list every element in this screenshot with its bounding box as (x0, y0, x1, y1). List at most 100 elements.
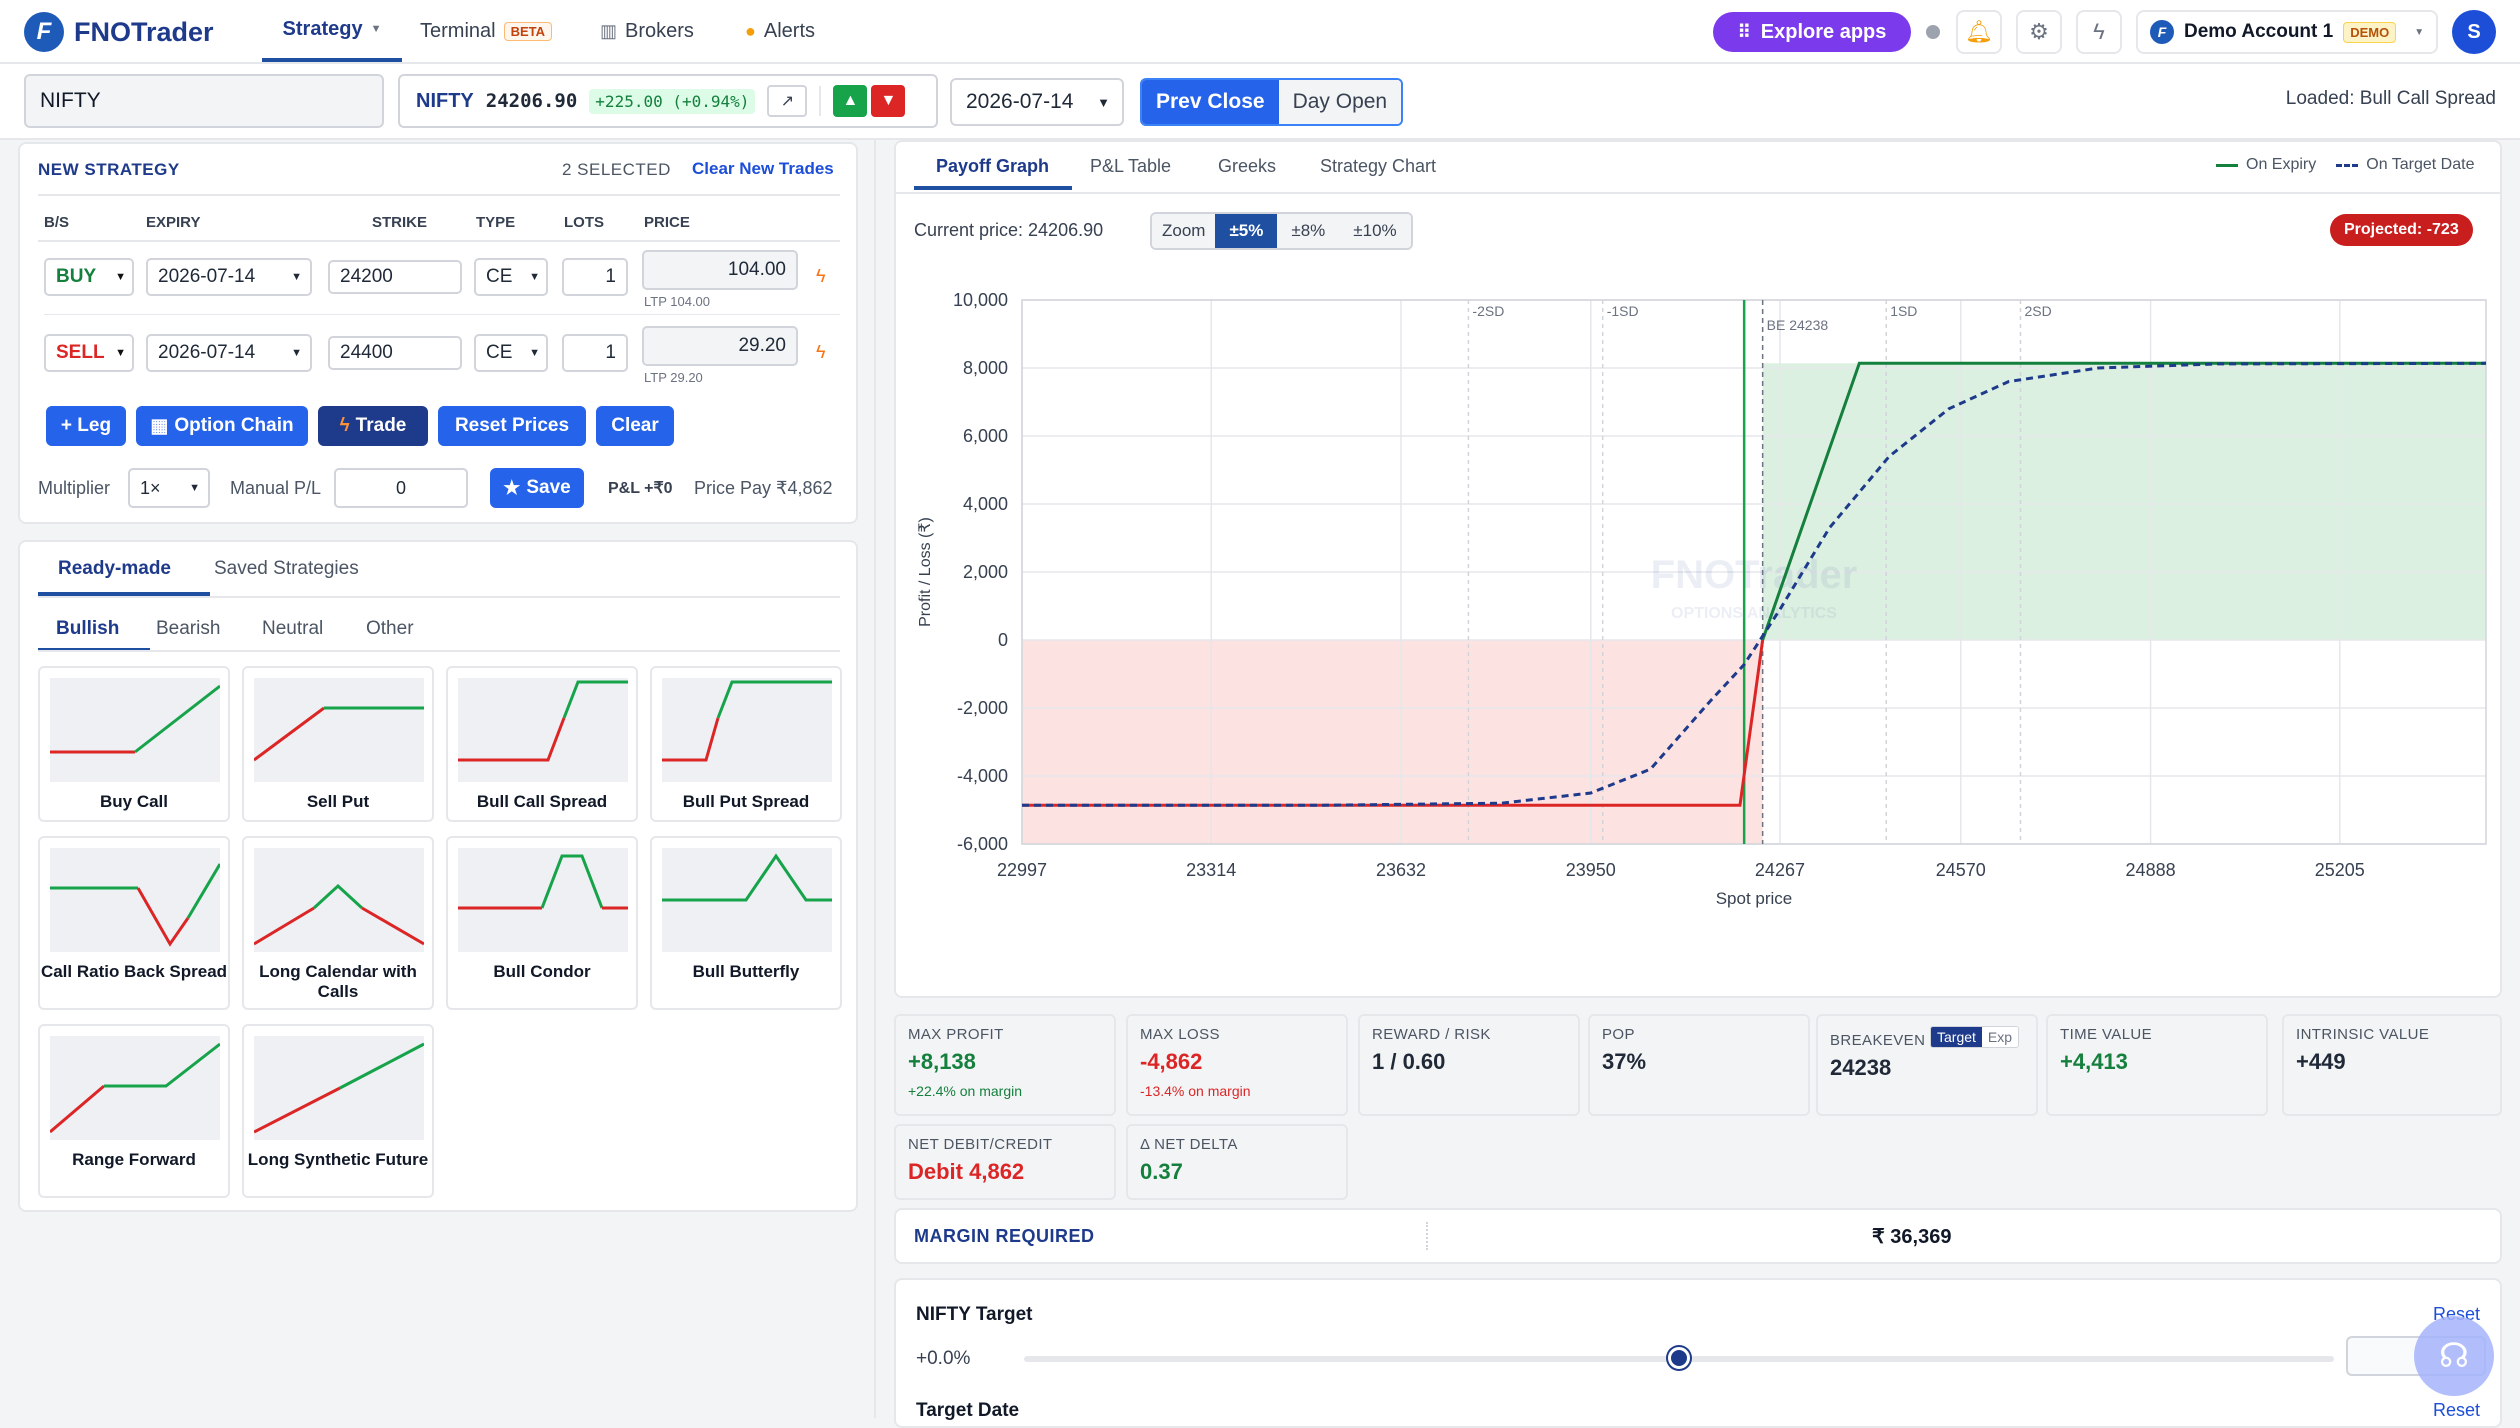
toggle-exp-button[interactable]: Exp (1981, 1027, 2019, 1047)
strategy-card-buy-call[interactable]: Buy Call (38, 666, 230, 822)
leg-price-input[interactable]: 29.20 (642, 326, 798, 366)
panel-splitter[interactable] (874, 140, 876, 1418)
explore-apps-button[interactable]: ⠿ Explore apps (1713, 12, 1911, 52)
nav-alerts[interactable]: ● Alerts (745, 0, 815, 62)
multiplier-select[interactable]: 1× ▼ (128, 468, 210, 508)
add-leg-button[interactable]: + Leg (46, 406, 126, 446)
tab-strategy-chart[interactable]: Strategy Chart (1320, 156, 1437, 176)
payoff-chart[interactable]: 10,000 8,000 6,000 4,000 2,000 0 -2,000 -4,000 -… (896, 252, 2496, 998)
target-date-reset-link[interactable]: Reset (2432, 1400, 2480, 1420)
metric-subtext: -13.4% on margin (1140, 1083, 1251, 1099)
payoff-thumbnail-icon (254, 678, 424, 782)
subtab-bearish[interactable]: Bearish (156, 618, 221, 639)
leg-price-input[interactable]: 104.00 (642, 250, 798, 290)
metric-subtext: +22.4% on margin (908, 1083, 1023, 1099)
down-arrow-icon[interactable]: ▼ (871, 85, 906, 117)
zoom-5-button[interactable]: ±5% (1215, 214, 1278, 248)
leg-type-value: CE (486, 342, 513, 363)
x-tick-label: 22997 (997, 860, 1047, 880)
metric-card: TIME VALUE +4,413 (2046, 1014, 2268, 1116)
leg-expiry-select[interactable]: 2026-07-14 ▼ (146, 258, 312, 296)
strategy-card-bull-call-spread[interactable]: Bull Call Spread (446, 666, 638, 822)
leg-strike-input[interactable]: 24400 (328, 336, 462, 370)
grid-icon: ⠿ (1737, 21, 1751, 42)
strategy-card-sell-put[interactable]: Sell Put (242, 666, 434, 822)
divider (819, 86, 822, 116)
zoom-control: Zoom ±5% ±8% ±10% (1150, 212, 1413, 250)
lightning-icon[interactable]: ϟ (816, 342, 826, 362)
nav-terminal[interactable]: Terminal BETA (420, 0, 553, 62)
manual-pl-input[interactable]: 0 (334, 468, 468, 508)
strategy-card-bull-condor[interactable]: Bull Condor (446, 836, 638, 1010)
lightning-icon[interactable]: ϟ (2076, 10, 2122, 54)
x-tick-label: 23314 (1186, 860, 1236, 880)
leg-lots-input[interactable]: 1 (562, 258, 628, 296)
chart-line-icon[interactable]: ↗ (767, 85, 808, 117)
symbol-search-input[interactable]: NIFTY (24, 74, 384, 128)
reset-prices-button[interactable]: Reset Prices (438, 406, 586, 446)
leg-type-select[interactable]: CE ▼ (474, 258, 548, 296)
multiplier-value: 1× (140, 477, 161, 498)
payoff-thumbnail-icon (662, 848, 832, 952)
legend: On Expiry On Target Date (2216, 156, 2474, 174)
clear-button[interactable]: Clear (596, 406, 674, 446)
subtab-other[interactable]: Other (366, 618, 414, 639)
active-tab-indicator (38, 592, 210, 596)
active-tab-indicator (914, 186, 1072, 190)
strategy-card-bull-butterfly[interactable]: Bull Butterfly (650, 836, 842, 1010)
expiry-select[interactable]: 2026-07-14 ▼ (950, 78, 1124, 126)
divider (896, 192, 2500, 194)
metric-title: BREAKEVEN (1830, 1032, 1926, 1049)
toggle-target-button[interactable]: Target (1931, 1027, 1982, 1047)
payoff-thumbnail-icon (254, 848, 424, 952)
target-slider-thumb[interactable] (1668, 1347, 1690, 1369)
notification-bell-icon[interactable]: 🔔︎ (1956, 10, 2002, 54)
y-tick-label: 0 (998, 630, 1008, 650)
payoff-thumbnail-icon (254, 1036, 424, 1140)
card-label: Bull Condor (493, 962, 591, 981)
sd-label: 2SD (2024, 303, 2051, 319)
subtab-bullish[interactable]: Bullish (56, 618, 120, 639)
nav-brokers[interactable]: ▥ Brokers (600, 0, 694, 62)
leg-lots-input[interactable]: 1 (562, 334, 628, 372)
avatar[interactable]: S (2452, 10, 2496, 54)
lightning-icon[interactable]: ϟ (816, 266, 826, 286)
trade-button[interactable]: ϟ Trade (318, 406, 428, 446)
save-button[interactable]: ★ Save (490, 468, 584, 508)
chevron-down-icon: ▼ (1097, 94, 1110, 110)
tab-pl-table[interactable]: P&L Table (1090, 156, 1172, 176)
app-logo[interactable]: F FNOTrader (24, 12, 214, 52)
nav-strategy[interactable]: Strategy ▼ (262, 0, 402, 62)
settings-gear-icon[interactable]: ⚙ (2016, 10, 2062, 54)
app-name: FNOTrader (74, 16, 214, 47)
zoom-8-button[interactable]: ±8% (1277, 214, 1340, 248)
quote-price: 24206.90 (485, 90, 578, 112)
x-tick-label: 24888 (2126, 860, 2176, 880)
tab-payoff-graph[interactable]: Payoff Graph (936, 156, 1050, 176)
up-arrow-icon[interactable]: ▲ (833, 85, 868, 117)
strategy-card-long-synthetic-future[interactable]: Long Synthetic Future (242, 1024, 434, 1198)
leg-side-select[interactable]: BUY ▼ (44, 258, 134, 296)
support-headset-icon[interactable]: ☊ (2414, 1316, 2494, 1396)
col-type: TYPE (476, 214, 516, 231)
strategy-card-range-forward[interactable]: Range Forward (38, 1024, 230, 1198)
day-open-button[interactable]: Day Open (1278, 80, 1402, 124)
strategy-card-bull-put-spread[interactable]: Bull Put Spread (650, 666, 842, 822)
tab-saved-strategies[interactable]: Saved Strategies (214, 558, 359, 579)
subtab-neutral[interactable]: Neutral (262, 618, 324, 639)
nav-strategy-label: Strategy (282, 17, 363, 40)
account-selector[interactable]: F Demo Account 1 DEMO ▼ (2136, 10, 2438, 54)
option-chain-button[interactable]: ▦ Option Chain (136, 406, 308, 446)
leg-side-select[interactable]: SELL ▼ (44, 334, 134, 372)
metric-value: +449 (2296, 1049, 2346, 1074)
leg-type-select[interactable]: CE ▼ (474, 334, 548, 372)
leg-strike-input[interactable]: 24200 (328, 260, 462, 294)
clear-new-trades-link[interactable]: Clear New Trades (692, 159, 834, 178)
strategy-card-call-ratio-back-spread[interactable]: Call Ratio Back Spread (38, 836, 230, 1010)
prev-close-button[interactable]: Prev Close (1142, 80, 1279, 124)
tab-greeks[interactable]: Greeks (1218, 156, 1277, 176)
tab-ready-made[interactable]: Ready-made (58, 558, 171, 579)
zoom-10-button[interactable]: ±10% (1339, 214, 1411, 248)
strategy-card-long-calendar-calls[interactable]: Long Calendar with Calls (242, 836, 434, 1010)
leg-expiry-select[interactable]: 2026-07-14 ▼ (146, 334, 312, 372)
